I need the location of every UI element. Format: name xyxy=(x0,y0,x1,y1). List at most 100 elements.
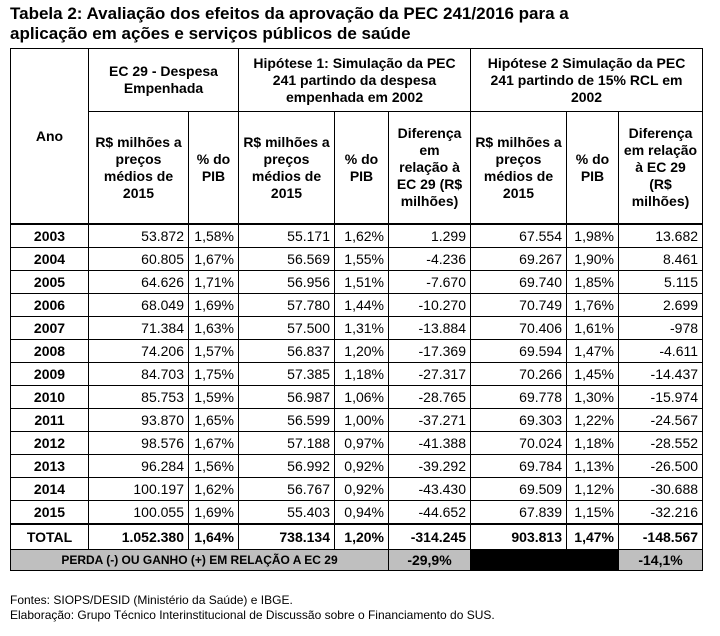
total-cell: 738.134 xyxy=(238,523,335,550)
value-cell: 13.682 xyxy=(617,223,704,248)
value-cell: 2.699 xyxy=(617,293,704,317)
table-row: 2013 96.284 1,56% 56.992 0,92% -39.292 69.784 1… xyxy=(10,454,704,478)
value-cell: 1,76% xyxy=(566,293,619,317)
value-cell: 69.509 xyxy=(470,477,567,501)
value-cell: 56.837 xyxy=(238,339,335,363)
value-cell: 1,47% xyxy=(566,339,619,363)
value-cell: 1,61% xyxy=(566,316,619,340)
value-cell: 1,20% xyxy=(334,339,389,363)
value-cell: -28.552 xyxy=(617,431,704,455)
column-header: Diferença em relação à EC 29 (R$ milhões… xyxy=(388,111,471,225)
value-cell: 55.403 xyxy=(238,500,335,525)
value-cell: 56.987 xyxy=(238,385,335,409)
year-cell: 2012 xyxy=(10,431,89,455)
table-row: 2011 93.870 1,65% 56.599 1,00% -37.271 69.303 1… xyxy=(10,408,704,432)
value-cell: -41.388 xyxy=(388,431,471,455)
value-cell: -4.611 xyxy=(617,339,704,363)
year-cell: 2005 xyxy=(10,270,89,294)
value-cell: -28.765 xyxy=(388,385,471,409)
value-cell: 67.839 xyxy=(470,500,567,525)
group-header: EC 29 - Despesa Empenhada xyxy=(88,48,239,112)
table-row: Ano EC 29 - Despesa Empenhada Hipótese 1: … xyxy=(10,48,704,225)
year-cell: 2006 xyxy=(10,293,89,317)
value-cell: 1,44% xyxy=(334,293,389,317)
column-header: R$ milhões a preços médios de 2015 xyxy=(88,111,189,225)
year-cell: 2011 xyxy=(10,408,89,432)
value-cell: -30.688 xyxy=(617,477,704,501)
table: Ano EC 29 - Despesa Empenhada Hipótese 1: … xyxy=(10,48,704,571)
value-cell: 1,98% xyxy=(566,223,619,248)
table-row: 2007 71.384 1,63% 57.500 1,31% -13.884 70.406 1… xyxy=(10,316,704,340)
value-cell: 53.872 xyxy=(88,223,189,248)
total-cell: -314.245 xyxy=(388,523,471,550)
value-cell: -37.271 xyxy=(388,408,471,432)
table-row: 2003 53.872 1,58% 55.171 1,62% 1.299 67.554 1,9… xyxy=(10,223,704,248)
perda-value: -14,1% xyxy=(617,549,704,571)
value-cell: 1,55% xyxy=(334,247,389,271)
table-row: 2008 74.206 1,57% 56.837 1,20% -17.369 69.594 1… xyxy=(10,339,704,363)
value-cell: -17.369 xyxy=(388,339,471,363)
total-cell: 1.052.380 xyxy=(88,523,189,550)
value-cell: 5.115 xyxy=(617,270,704,294)
value-cell: 1,59% xyxy=(188,385,239,409)
total-cell: 1,20% xyxy=(334,523,389,550)
value-cell: 74.206 xyxy=(88,339,189,363)
year-cell: 2004 xyxy=(10,247,89,271)
value-cell: 69.303 xyxy=(470,408,567,432)
value-cell: 69.740 xyxy=(470,270,567,294)
value-cell: 1,06% xyxy=(334,385,389,409)
value-cell: 1,75% xyxy=(188,362,239,386)
year-cell: 2003 xyxy=(10,223,89,248)
table-row: PERDA (-) OU GANHO (+) EM RELAÇÃO A EC 2… xyxy=(10,549,704,571)
value-cell: 98.576 xyxy=(88,431,189,455)
value-cell: 1,67% xyxy=(188,431,239,455)
column-header: % do PIB xyxy=(334,111,389,225)
table-row: 2010 85.753 1,59% 56.987 1,06% -28.765 69.778 1… xyxy=(10,385,704,409)
year-cell: 2008 xyxy=(10,339,89,363)
blank-cell xyxy=(470,549,619,571)
value-cell: 69.778 xyxy=(470,385,567,409)
table-row: 2012 98.576 1,67% 57.188 0,97% -41.388 70.024 1… xyxy=(10,431,704,455)
title-line: Tabela 2: Avaliação dos efeitos da aprov… xyxy=(10,4,569,23)
value-cell: 100.055 xyxy=(88,500,189,525)
value-cell: 56.599 xyxy=(238,408,335,432)
value-cell: 1,71% xyxy=(188,270,239,294)
value-cell: 85.753 xyxy=(88,385,189,409)
column-header: % do PIB xyxy=(188,111,239,225)
year-cell: 2013 xyxy=(10,454,89,478)
value-cell: 67.554 xyxy=(470,223,567,248)
value-cell: 1,69% xyxy=(188,500,239,525)
total-cell: 903.813 xyxy=(470,523,567,550)
value-cell: 1,67% xyxy=(188,247,239,271)
table-row: 2004 60.805 1,67% 56.569 1,55% -4.236 69.267 1,… xyxy=(10,247,704,271)
value-cell: 60.805 xyxy=(88,247,189,271)
perda-label: PERDA (-) OU GANHO (+) EM RELAÇÃO A EC 2… xyxy=(10,549,389,571)
value-cell: -43.430 xyxy=(388,477,471,501)
value-cell: 1,45% xyxy=(566,362,619,386)
value-cell: -10.270 xyxy=(388,293,471,317)
title-line: aplicação em ações e serviços públicos d… xyxy=(10,24,411,43)
value-cell: -4.236 xyxy=(388,247,471,271)
value-cell: 68.049 xyxy=(88,293,189,317)
table-row: 2015 100.055 1,69% 55.403 0,94% -44.652 67.839… xyxy=(10,500,704,525)
group-header: Hipótese 2 Simulação da PEC 241 partindo… xyxy=(469,48,704,112)
value-cell: 57.188 xyxy=(238,431,335,455)
year-cell: 2009 xyxy=(10,362,89,386)
value-cell: 1,18% xyxy=(566,431,619,455)
value-cell: 1,15% xyxy=(566,500,619,525)
year-cell: 2015 xyxy=(10,500,89,525)
value-cell: 64.626 xyxy=(88,270,189,294)
value-cell: 56.956 xyxy=(238,270,335,294)
value-cell: 70.024 xyxy=(470,431,567,455)
column-header: Diferença em relação à EC 29 (R$ milhões… xyxy=(617,111,704,225)
group-header: Hipótese 1: Simulação da PEC 241 partind… xyxy=(238,48,471,112)
value-cell: -14.437 xyxy=(617,362,704,386)
value-cell: 1,31% xyxy=(334,316,389,340)
title: Tabela 2: Avaliação dos efeitos da aprov… xyxy=(10,4,715,44)
value-cell: 96.284 xyxy=(88,454,189,478)
value-cell: 1,57% xyxy=(188,339,239,363)
value-cell: 1,69% xyxy=(188,293,239,317)
value-cell: 0,94% xyxy=(334,500,389,525)
value-cell: 1,85% xyxy=(566,270,619,294)
